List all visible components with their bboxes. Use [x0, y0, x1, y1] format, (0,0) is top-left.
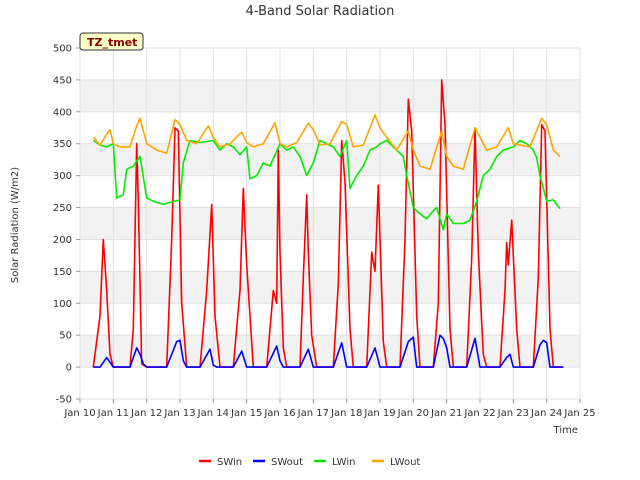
x-tick-label: Jan 10 [63, 408, 95, 419]
x-tick-label: Jan 23 [497, 408, 529, 419]
x-tick-label: Jan 22 [463, 408, 495, 419]
x-tick-label: Jan 17 [297, 408, 329, 419]
y-tick-label: 450 [53, 75, 72, 86]
tz-badge: TZ_tmet [79, 32, 144, 51]
legend-label-swin: SWin [217, 457, 242, 468]
series-line-lwin [92, 139, 561, 231]
plot-band [80, 335, 580, 368]
x-tick-label: Jan 21 [430, 408, 462, 419]
x-axis-ticks: Jan 10 Jan 11 Jan 12 Jan 13 Jan 14 Jan 15 Jan … [63, 399, 596, 419]
series-line-swout [93, 334, 564, 368]
plot-band [80, 271, 580, 304]
plot-bands [80, 79, 580, 368]
x-tick-label: Jan 14 [197, 408, 229, 419]
y-tick-label: 350 [53, 139, 72, 150]
y-tick-label: 200 [53, 235, 72, 246]
plot-band [80, 207, 580, 240]
y-tick-label: 150 [53, 267, 72, 278]
x-tick-label: Jan 24 [530, 408, 562, 419]
series-lines [92, 79, 564, 368]
legend-label-lwin: LWin [332, 457, 355, 468]
y-tick-label: 250 [53, 203, 72, 214]
tz-badge-box [79, 32, 144, 51]
legend: SWin SWout LWin LWout [199, 457, 420, 468]
y-tick-label: 0 [66, 363, 72, 374]
x-tick-label: Jan 12 [130, 408, 162, 419]
chart-title: 4-Band Solar Radiation [246, 4, 395, 19]
plot-band [80, 143, 580, 176]
tz-badge-label: TZ_tmet [87, 36, 137, 49]
y-axis-ticks: -50 0 50 100 150 200 250 300 350 400 450 500 [53, 44, 80, 406]
x-tick-label: Jan 16 [263, 408, 295, 419]
x-tick-label: Jan 19 [363, 408, 395, 419]
y-tick-label: 300 [53, 171, 72, 182]
x-tick-label: Jan 20 [397, 408, 429, 419]
x-tick-label: Jan 25 [563, 408, 595, 419]
x-tick-label: Jan 11 [97, 408, 129, 419]
legend-label-swout: SWout [271, 457, 303, 468]
y-tick-label: 400 [53, 107, 72, 118]
y-tick-label: 500 [53, 44, 72, 55]
y-tick-label: 100 [53, 299, 72, 310]
y-axis-label: Solar Radiation (W/m2) [10, 167, 21, 283]
y-tick-label: 50 [59, 331, 72, 342]
x-axis-label: Time [553, 425, 578, 436]
x-tick-label: Jan 18 [330, 408, 362, 419]
legend-label-lwout: LWout [390, 457, 420, 468]
x-tick-label: Jan 13 [163, 408, 195, 419]
series-line-lwout [92, 114, 561, 171]
plot-band [80, 79, 580, 112]
y-tick-label: -50 [56, 395, 72, 406]
x-tick-label: Jan 15 [230, 408, 262, 419]
